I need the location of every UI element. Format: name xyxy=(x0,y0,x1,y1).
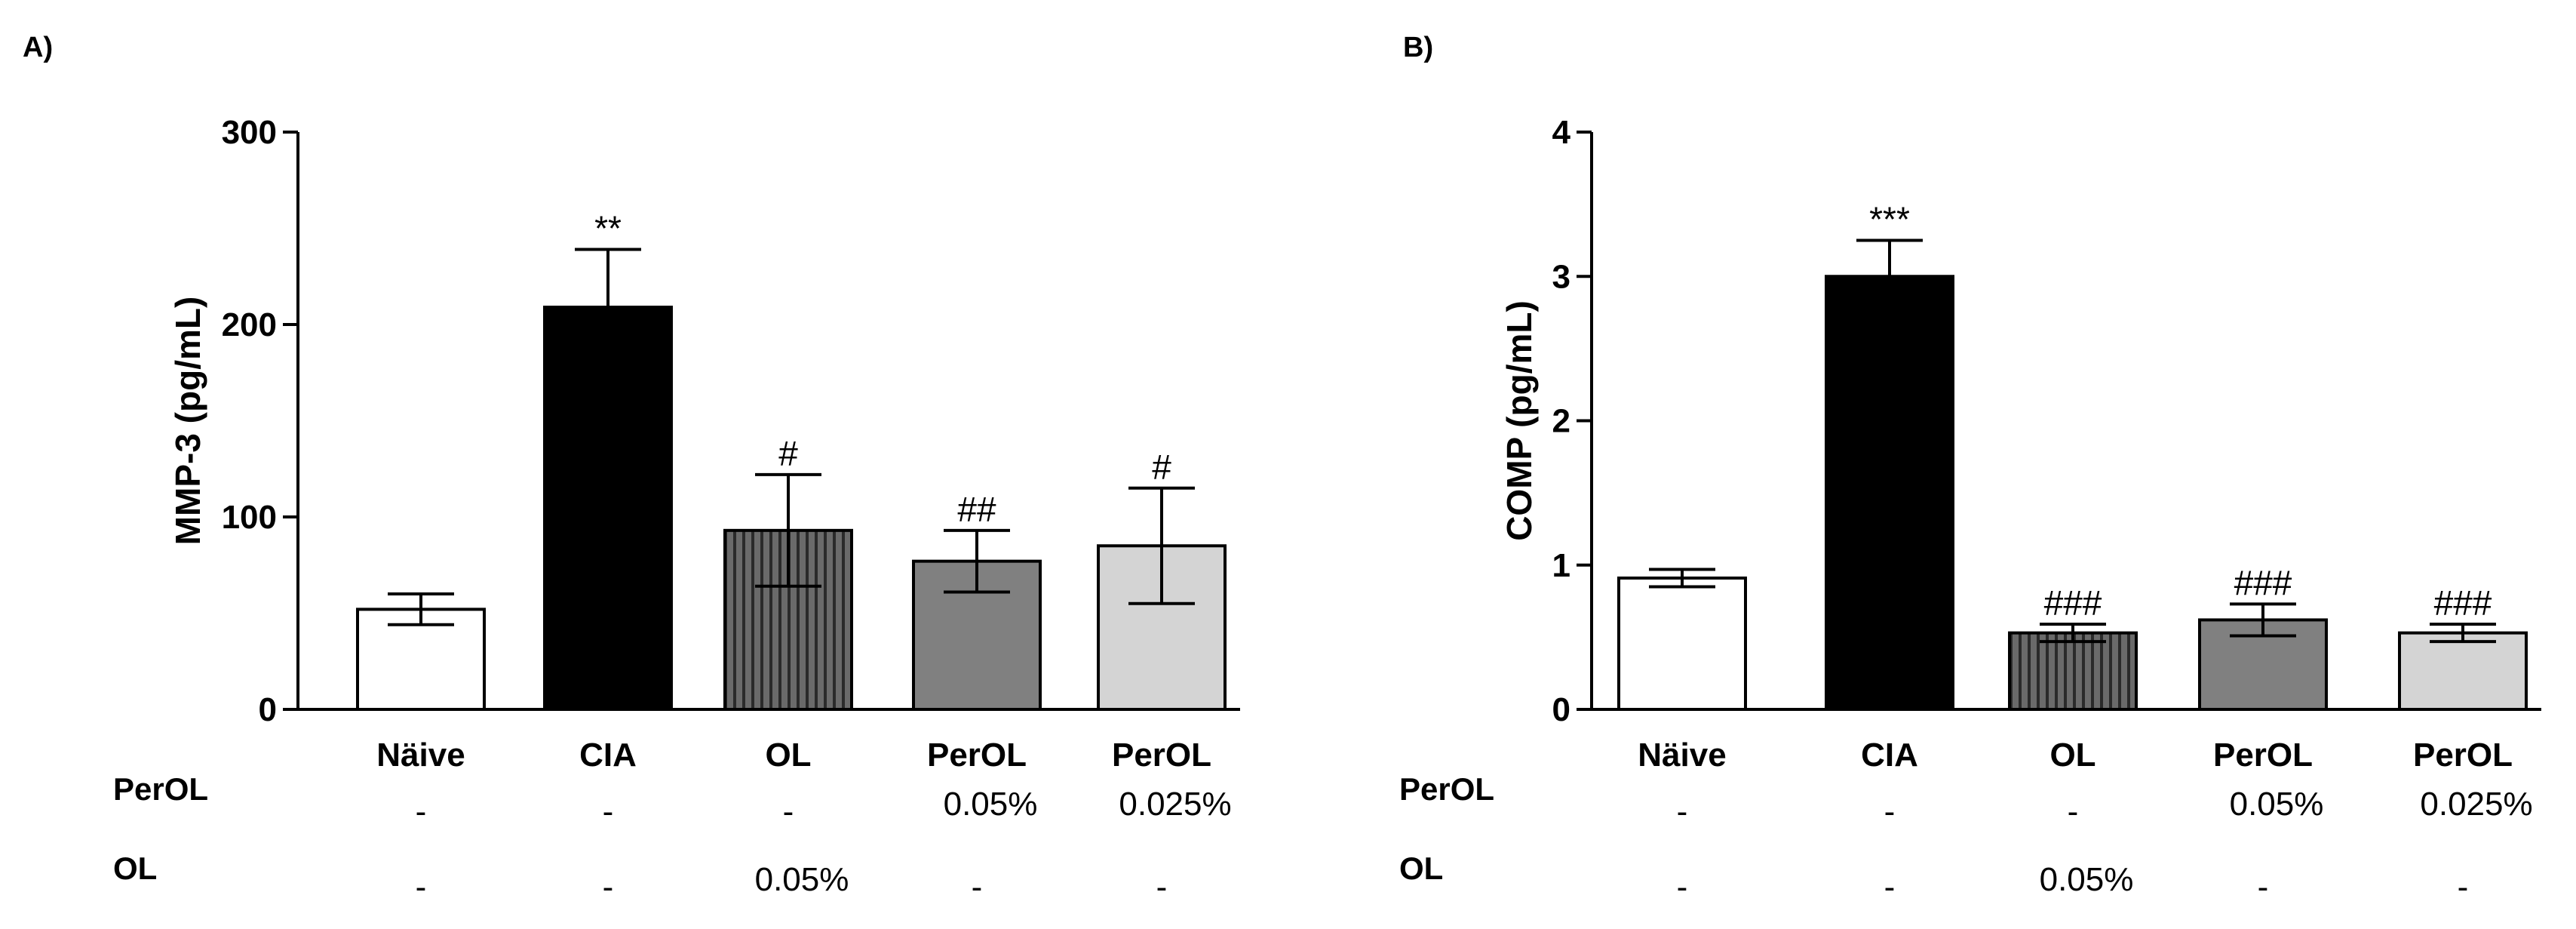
category-label: OL xyxy=(2049,737,2095,774)
condition-value: 0.025% xyxy=(2420,786,2532,823)
condition-value: - xyxy=(1677,869,1688,906)
significance-marker: ## xyxy=(957,490,996,529)
category-label: CIA xyxy=(1861,737,1918,774)
y-tick-label: 3 xyxy=(1552,258,1570,295)
panel-label: A) xyxy=(23,32,53,63)
condition-value: - xyxy=(603,869,614,906)
condition-name: PerOL xyxy=(113,771,208,807)
condition-name: OL xyxy=(1399,851,1443,886)
significance-marker: ### xyxy=(2434,583,2492,623)
bar xyxy=(543,306,673,711)
condition-value: - xyxy=(2068,793,2079,830)
significance-marker: *** xyxy=(1869,199,1910,238)
condition-value: - xyxy=(603,793,614,830)
category-label: PerOL xyxy=(1112,737,1211,774)
significance-marker: # xyxy=(1152,448,1171,487)
significance-marker: ### xyxy=(2044,583,2102,623)
category-label: OL xyxy=(765,737,811,774)
category-label: Näive xyxy=(1638,737,1726,774)
y-tick-label: 200 xyxy=(222,306,277,343)
bar xyxy=(2398,631,2528,712)
y-axis-title: COMP (pg/mL) xyxy=(1500,300,1539,541)
category-label: PerOL xyxy=(927,737,1027,774)
y-axis-title: MMP-3 (pg/mL) xyxy=(168,297,207,546)
y-tick-label: 300 xyxy=(222,114,277,151)
condition-value: - xyxy=(972,869,983,906)
category-label: Näive xyxy=(376,737,465,774)
condition-value: 0.05% xyxy=(2230,786,2324,823)
bar xyxy=(2008,631,2138,712)
condition-value: - xyxy=(1884,869,1896,906)
category-label: PerOL xyxy=(2413,737,2513,774)
condition-value: - xyxy=(416,793,427,830)
y-tick-label: 1 xyxy=(1552,547,1570,584)
panel-label: B) xyxy=(1403,32,1433,63)
significance-marker: # xyxy=(778,434,798,473)
category-label: CIA xyxy=(579,737,637,774)
y-tick-label: 100 xyxy=(222,499,277,536)
y-tick-label: 0 xyxy=(1552,691,1570,728)
condition-value: - xyxy=(1884,793,1896,830)
y-tick-label: 0 xyxy=(259,691,277,728)
condition-name: PerOL xyxy=(1399,771,1494,807)
condition-value: - xyxy=(1677,793,1688,830)
significance-marker: ### xyxy=(2234,563,2292,602)
condition-value: - xyxy=(2258,869,2269,906)
condition-value: 0.05% xyxy=(755,861,849,898)
significance-marker: ** xyxy=(594,209,622,248)
panel-b: B) 0 1 2 3 4 COMP (pg/mL) Näive *** CIA ### OL ### Pe… xyxy=(1399,32,2541,906)
condition-value: - xyxy=(1156,869,1168,906)
y-tick-label: 2 xyxy=(1552,403,1570,440)
condition-value: 0.05% xyxy=(2040,861,2134,898)
condition-value: 0.025% xyxy=(1119,786,1231,823)
condition-value: - xyxy=(2458,869,2469,906)
condition-value: - xyxy=(416,869,427,906)
condition-value: - xyxy=(783,793,794,830)
category-label: PerOL xyxy=(2213,737,2313,774)
condition-value: 0.05% xyxy=(944,786,1038,823)
bar xyxy=(1825,275,1954,711)
y-tick-label: 4 xyxy=(1552,114,1571,151)
bar xyxy=(1617,576,1747,712)
condition-name: OL xyxy=(113,851,157,886)
